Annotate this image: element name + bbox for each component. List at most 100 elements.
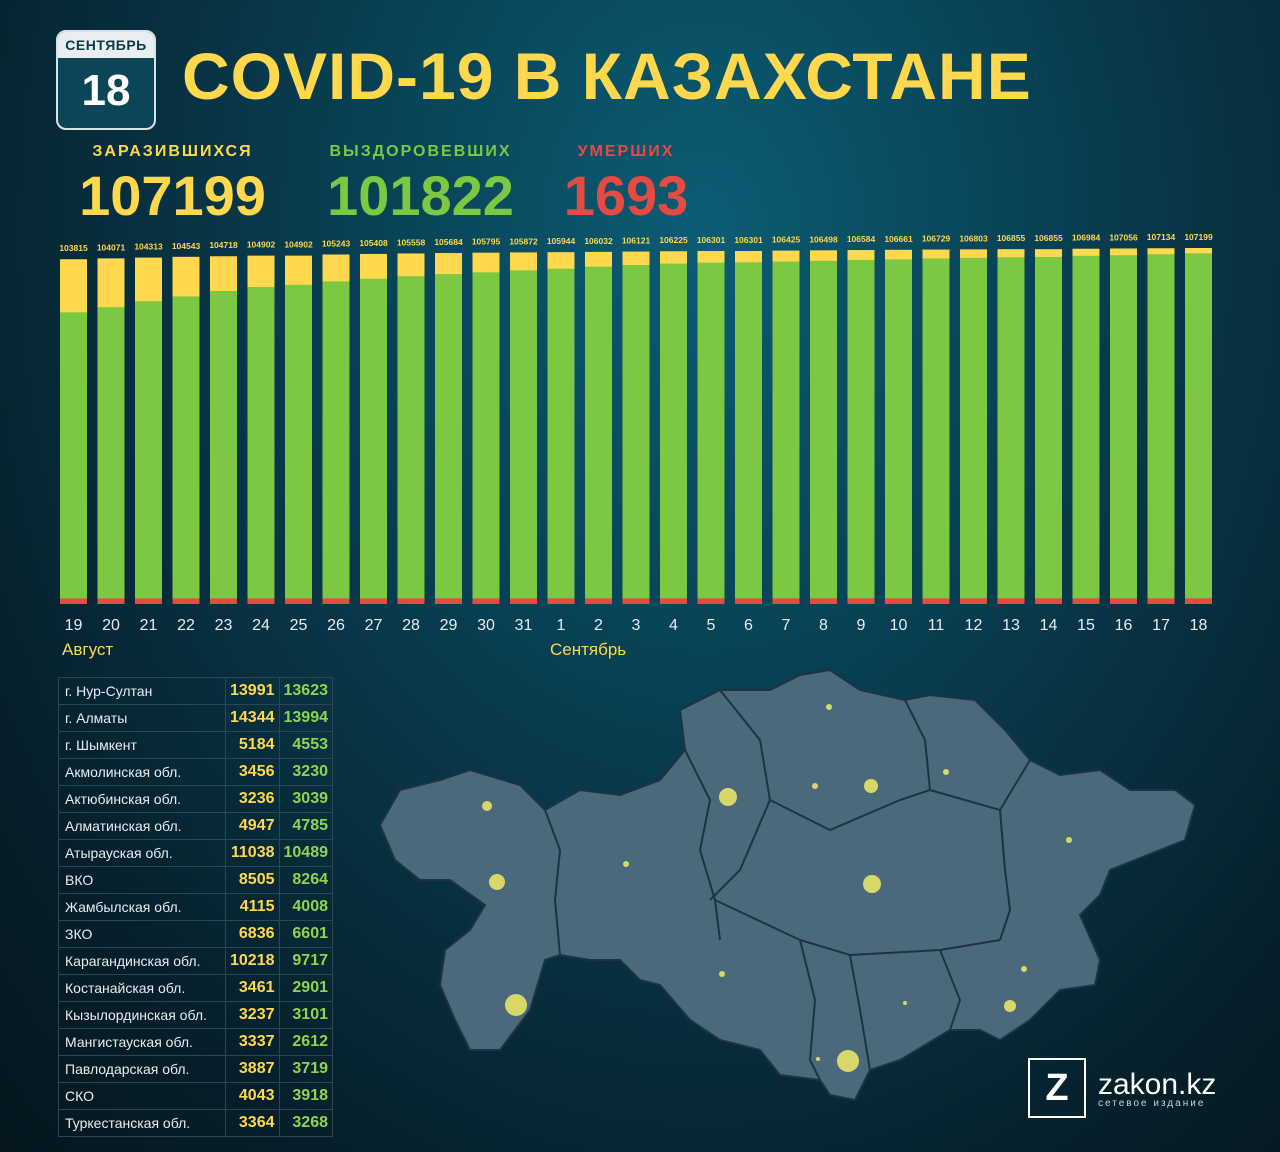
bar-recovered-2 [585, 266, 612, 604]
bar-deaths-11 [922, 598, 950, 604]
bar-deaths-30 [472, 598, 500, 604]
map-city-dot [489, 874, 505, 890]
region-recovered: 4008 [278, 893, 333, 921]
bar-recovered-10 [885, 259, 912, 604]
x-tick-label: 30 [477, 617, 495, 634]
stat-recovered: ВЫЗДОРОВЕВШИХ 101822 [318, 143, 523, 228]
bar-recovered-26 [322, 281, 350, 604]
bar-recovered-13 [997, 257, 1025, 604]
bar-total-label: 104902 [247, 240, 276, 250]
region-name: Алматинская обл. [58, 812, 226, 840]
map-city-dot [816, 1057, 820, 1061]
bar-recovered-23 [210, 291, 237, 604]
bar-recovered-3 [622, 264, 650, 604]
region-name: СКО [58, 1082, 226, 1110]
bar-deaths-2 [585, 598, 612, 604]
region-infected: 4043 [225, 1082, 280, 1110]
x-tick-label: 14 [1040, 617, 1058, 634]
x-tick-label: 28 [402, 617, 420, 634]
x-tick-label: 21 [140, 617, 158, 634]
infected-value: 107199 [79, 164, 266, 227]
bar-recovered-1 [547, 268, 575, 604]
region-infected: 4115 [225, 893, 280, 921]
bar-deaths-21 [135, 598, 162, 604]
region-name: Туркестанская обл. [58, 1109, 226, 1137]
bar-total-label: 105795 [472, 237, 501, 247]
bar-deaths-31 [510, 598, 537, 604]
infected-label: ЗАРАЗИВШИХСЯ [92, 143, 253, 160]
x-tick-label: 20 [102, 617, 120, 634]
recovered-label: ВЫЗДОРОВЕВШИХ [329, 143, 512, 160]
x-tick-label: 15 [1077, 617, 1095, 634]
table-row: г. Шымкент 5184 4553 [58, 731, 333, 759]
month-label-september: Сентябрь [550, 640, 627, 659]
x-tick-label: 31 [515, 617, 533, 634]
region-recovered: 3230 [278, 758, 333, 786]
bar-recovered-28 [397, 276, 425, 604]
x-tick-label: 10 [890, 617, 908, 634]
bar-total-label: 106225 [659, 235, 688, 245]
bar-recovered-22 [172, 296, 200, 604]
table-row: Актюбинская обл. 3236 3039 [58, 785, 333, 813]
bar-recovered-19 [60, 312, 87, 604]
month-label-august: Август [62, 640, 114, 659]
bar-deaths-13 [997, 598, 1025, 604]
region-name: Акмолинская обл. [58, 758, 226, 786]
x-tick-label: 17 [1152, 617, 1170, 634]
bar-total-label: 106855 [1034, 233, 1063, 243]
bar-total-label: 105684 [434, 237, 463, 247]
region-name: г. Шымкент [58, 731, 226, 759]
bar-deaths-17 [1147, 598, 1175, 604]
bar-total-label: 104071 [97, 242, 126, 252]
region-name: Актюбинская обл. [58, 785, 226, 813]
region-recovered: 13623 [278, 677, 333, 705]
region-recovered: 3039 [278, 785, 333, 813]
region-infected: 3236 [225, 785, 280, 813]
region-recovered: 4785 [278, 812, 333, 840]
bar-total-label: 103815 [59, 243, 88, 253]
region-recovered: 13994 [278, 704, 333, 732]
region-name: Костанайская обл. [58, 974, 226, 1002]
x-tick-label: 3 [632, 617, 641, 634]
bar-deaths-9 [847, 598, 875, 604]
bar-total-label: 106729 [922, 234, 951, 244]
bar-recovered-12 [960, 257, 987, 604]
region-recovered: 8264 [278, 866, 333, 894]
bar-recovered-20 [97, 307, 125, 604]
x-tick-label: 23 [215, 617, 233, 634]
bar-total-label: 104718 [209, 240, 238, 250]
bar-recovered-5 [697, 262, 725, 604]
region-name: Мангистауская обл. [58, 1028, 226, 1056]
x-tick-label: 29 [440, 617, 458, 634]
x-tick-label: 26 [327, 617, 345, 634]
bar-total-label: 104313 [134, 242, 163, 252]
region-infected: 6836 [225, 920, 280, 948]
stat-infected: ЗАРАЗИВШИХСЯ 107199 [70, 143, 275, 228]
region-recovered: 2612 [278, 1028, 333, 1056]
x-tick-label: 9 [857, 617, 866, 634]
bar-deaths-4 [660, 598, 687, 604]
x-tick-label: 16 [1115, 617, 1133, 634]
bar-recovered-21 [135, 301, 162, 604]
table-row: Жамбылская обл. 4115 4008 [58, 893, 333, 921]
bar-recovered-15 [1072, 255, 1100, 605]
table-row: Кызылординская обл. 3237 3101 [58, 1001, 333, 1029]
bar-total-label: 106301 [734, 235, 763, 245]
table-row: г. Нур-Султан 13991 13623 [58, 677, 333, 705]
bar-total-label: 105243 [322, 238, 351, 248]
bar-deaths-23 [210, 598, 237, 604]
logo-subtitle: сетевое издание [1098, 1098, 1206, 1109]
x-tick-label: 2 [594, 617, 603, 634]
table-row: СКО 4043 3918 [58, 1082, 333, 1110]
region-name: ВКО [58, 866, 226, 894]
table-row: Костанайская обл. 3461 2901 [58, 974, 333, 1002]
x-tick-label: 13 [1002, 617, 1020, 634]
bar-total-label: 106584 [847, 234, 876, 244]
bar-recovered-16 [1110, 255, 1137, 605]
bar-deaths-3 [622, 598, 650, 604]
bar-deaths-26 [322, 598, 350, 604]
table-row: г. Алматы 14344 13994 [58, 704, 333, 732]
region-recovered: 9717 [278, 947, 333, 975]
deaths-label: УМЕРШИХ [577, 143, 675, 160]
